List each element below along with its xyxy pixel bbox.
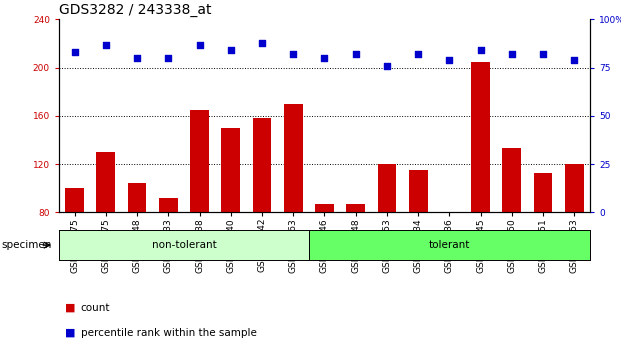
Point [257,40,267,45]
Text: tolerant: tolerant [428,240,470,250]
Bar [96,152,116,309]
Point [476,47,486,53]
Point [413,51,423,57]
Bar [409,170,427,309]
Bar [128,183,147,309]
Point [70,50,79,55]
Bar [315,204,334,309]
Bar [284,104,302,309]
Bar [378,164,396,309]
Bar [502,148,521,309]
Point [351,51,361,57]
Bar [222,128,240,309]
Text: ■: ■ [65,328,76,338]
Bar [440,212,459,309]
Bar [159,198,178,309]
Text: ■: ■ [65,303,76,313]
Point [163,55,173,61]
Text: GDS3282 / 243338_at: GDS3282 / 243338_at [59,3,212,17]
Point [226,47,236,53]
Point [538,51,548,57]
Point [445,57,455,63]
Point [132,55,142,61]
Point [194,42,204,47]
Text: specimen: specimen [1,240,52,250]
Text: non-tolerant: non-tolerant [152,240,216,250]
Point [382,63,392,69]
Point [569,57,579,63]
Point [288,51,298,57]
Bar [533,173,553,309]
Bar [471,62,490,309]
Point [319,55,329,61]
Bar [190,110,209,309]
Point [507,51,517,57]
Bar [347,204,365,309]
Text: percentile rank within the sample: percentile rank within the sample [81,328,256,338]
Text: count: count [81,303,111,313]
Bar [565,164,584,309]
Bar [253,118,271,309]
Point [101,42,111,47]
Bar [65,188,84,309]
